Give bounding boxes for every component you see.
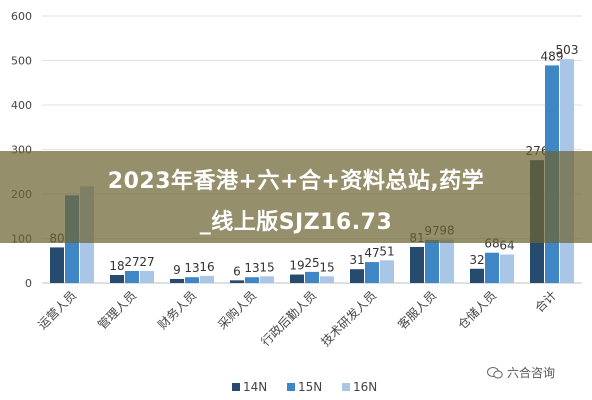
watermark-text: 六合咨询 — [507, 366, 556, 380]
overlay-title-line1: 2023年香港+六+合+资料总站,药学 — [107, 169, 485, 194]
legend-label: 14N — [243, 380, 267, 394]
legend-swatch — [232, 383, 240, 391]
y-tick-label: 500 — [11, 55, 32, 68]
data-label: 32 — [469, 253, 484, 267]
data-label: 503 — [556, 43, 579, 57]
x-tick-label: 仓储人员 — [455, 288, 500, 333]
data-label: 18 — [109, 259, 124, 273]
x-tick-label: 采购人员 — [215, 288, 260, 333]
bar — [110, 274, 124, 283]
bar — [245, 277, 259, 283]
x-tick-label: 技术研发人员 — [318, 288, 380, 350]
data-label: 47 — [364, 246, 379, 260]
data-label: 27 — [124, 255, 139, 269]
bar — [380, 260, 394, 283]
y-tick-label: 0 — [25, 277, 32, 290]
bar — [470, 268, 484, 283]
x-tick-label: 管理人员 — [95, 288, 140, 333]
data-label: 15 — [259, 260, 274, 274]
data-label: 51 — [379, 244, 394, 258]
legend-label: 15N — [298, 380, 322, 394]
bar — [125, 270, 139, 283]
data-label: 13 — [244, 261, 259, 275]
overlay-title-line2: _线上版SJZ16.73 — [199, 210, 393, 235]
data-label: 6 — [233, 264, 241, 278]
bar — [500, 254, 514, 283]
overlay-banner — [0, 151, 592, 243]
bar — [50, 247, 64, 283]
bar — [230, 280, 244, 283]
data-label: 27 — [139, 255, 154, 269]
x-tick-label: 运营人员 — [35, 288, 79, 332]
bar — [350, 269, 364, 283]
bar — [200, 275, 214, 283]
data-label: 489 — [541, 49, 564, 63]
legend-swatch — [342, 383, 350, 391]
data-label: 13 — [184, 261, 199, 275]
bar — [365, 262, 379, 283]
bar — [425, 239, 439, 283]
bar — [260, 276, 274, 283]
y-tick-label: 400 — [11, 99, 32, 112]
legend-label: 16N — [353, 380, 377, 394]
data-label: 9 — [173, 263, 181, 277]
bar — [440, 239, 454, 283]
bar — [305, 271, 319, 283]
watermark: 六合咨询 — [487, 364, 555, 381]
bar — [185, 277, 199, 283]
bar — [140, 270, 154, 283]
x-tick-label: 客服人员 — [395, 288, 440, 333]
bar — [320, 276, 334, 283]
bar — [290, 274, 304, 283]
bar — [170, 278, 184, 283]
y-tick-label: 600 — [11, 10, 32, 23]
legend-swatch — [287, 383, 295, 391]
bar — [410, 246, 424, 283]
data-label: 31 — [349, 253, 364, 267]
x-tick-label: 合计 — [532, 288, 560, 316]
wechat-icon — [487, 366, 503, 378]
x-tick-label: 财务人员 — [155, 288, 200, 333]
bar — [485, 252, 499, 283]
data-label: 16 — [199, 260, 214, 274]
data-label: 15 — [319, 260, 334, 274]
x-tick-label: 行政后勤人员 — [258, 288, 319, 349]
data-label: 19 — [289, 259, 304, 273]
data-label: 25 — [304, 256, 319, 270]
